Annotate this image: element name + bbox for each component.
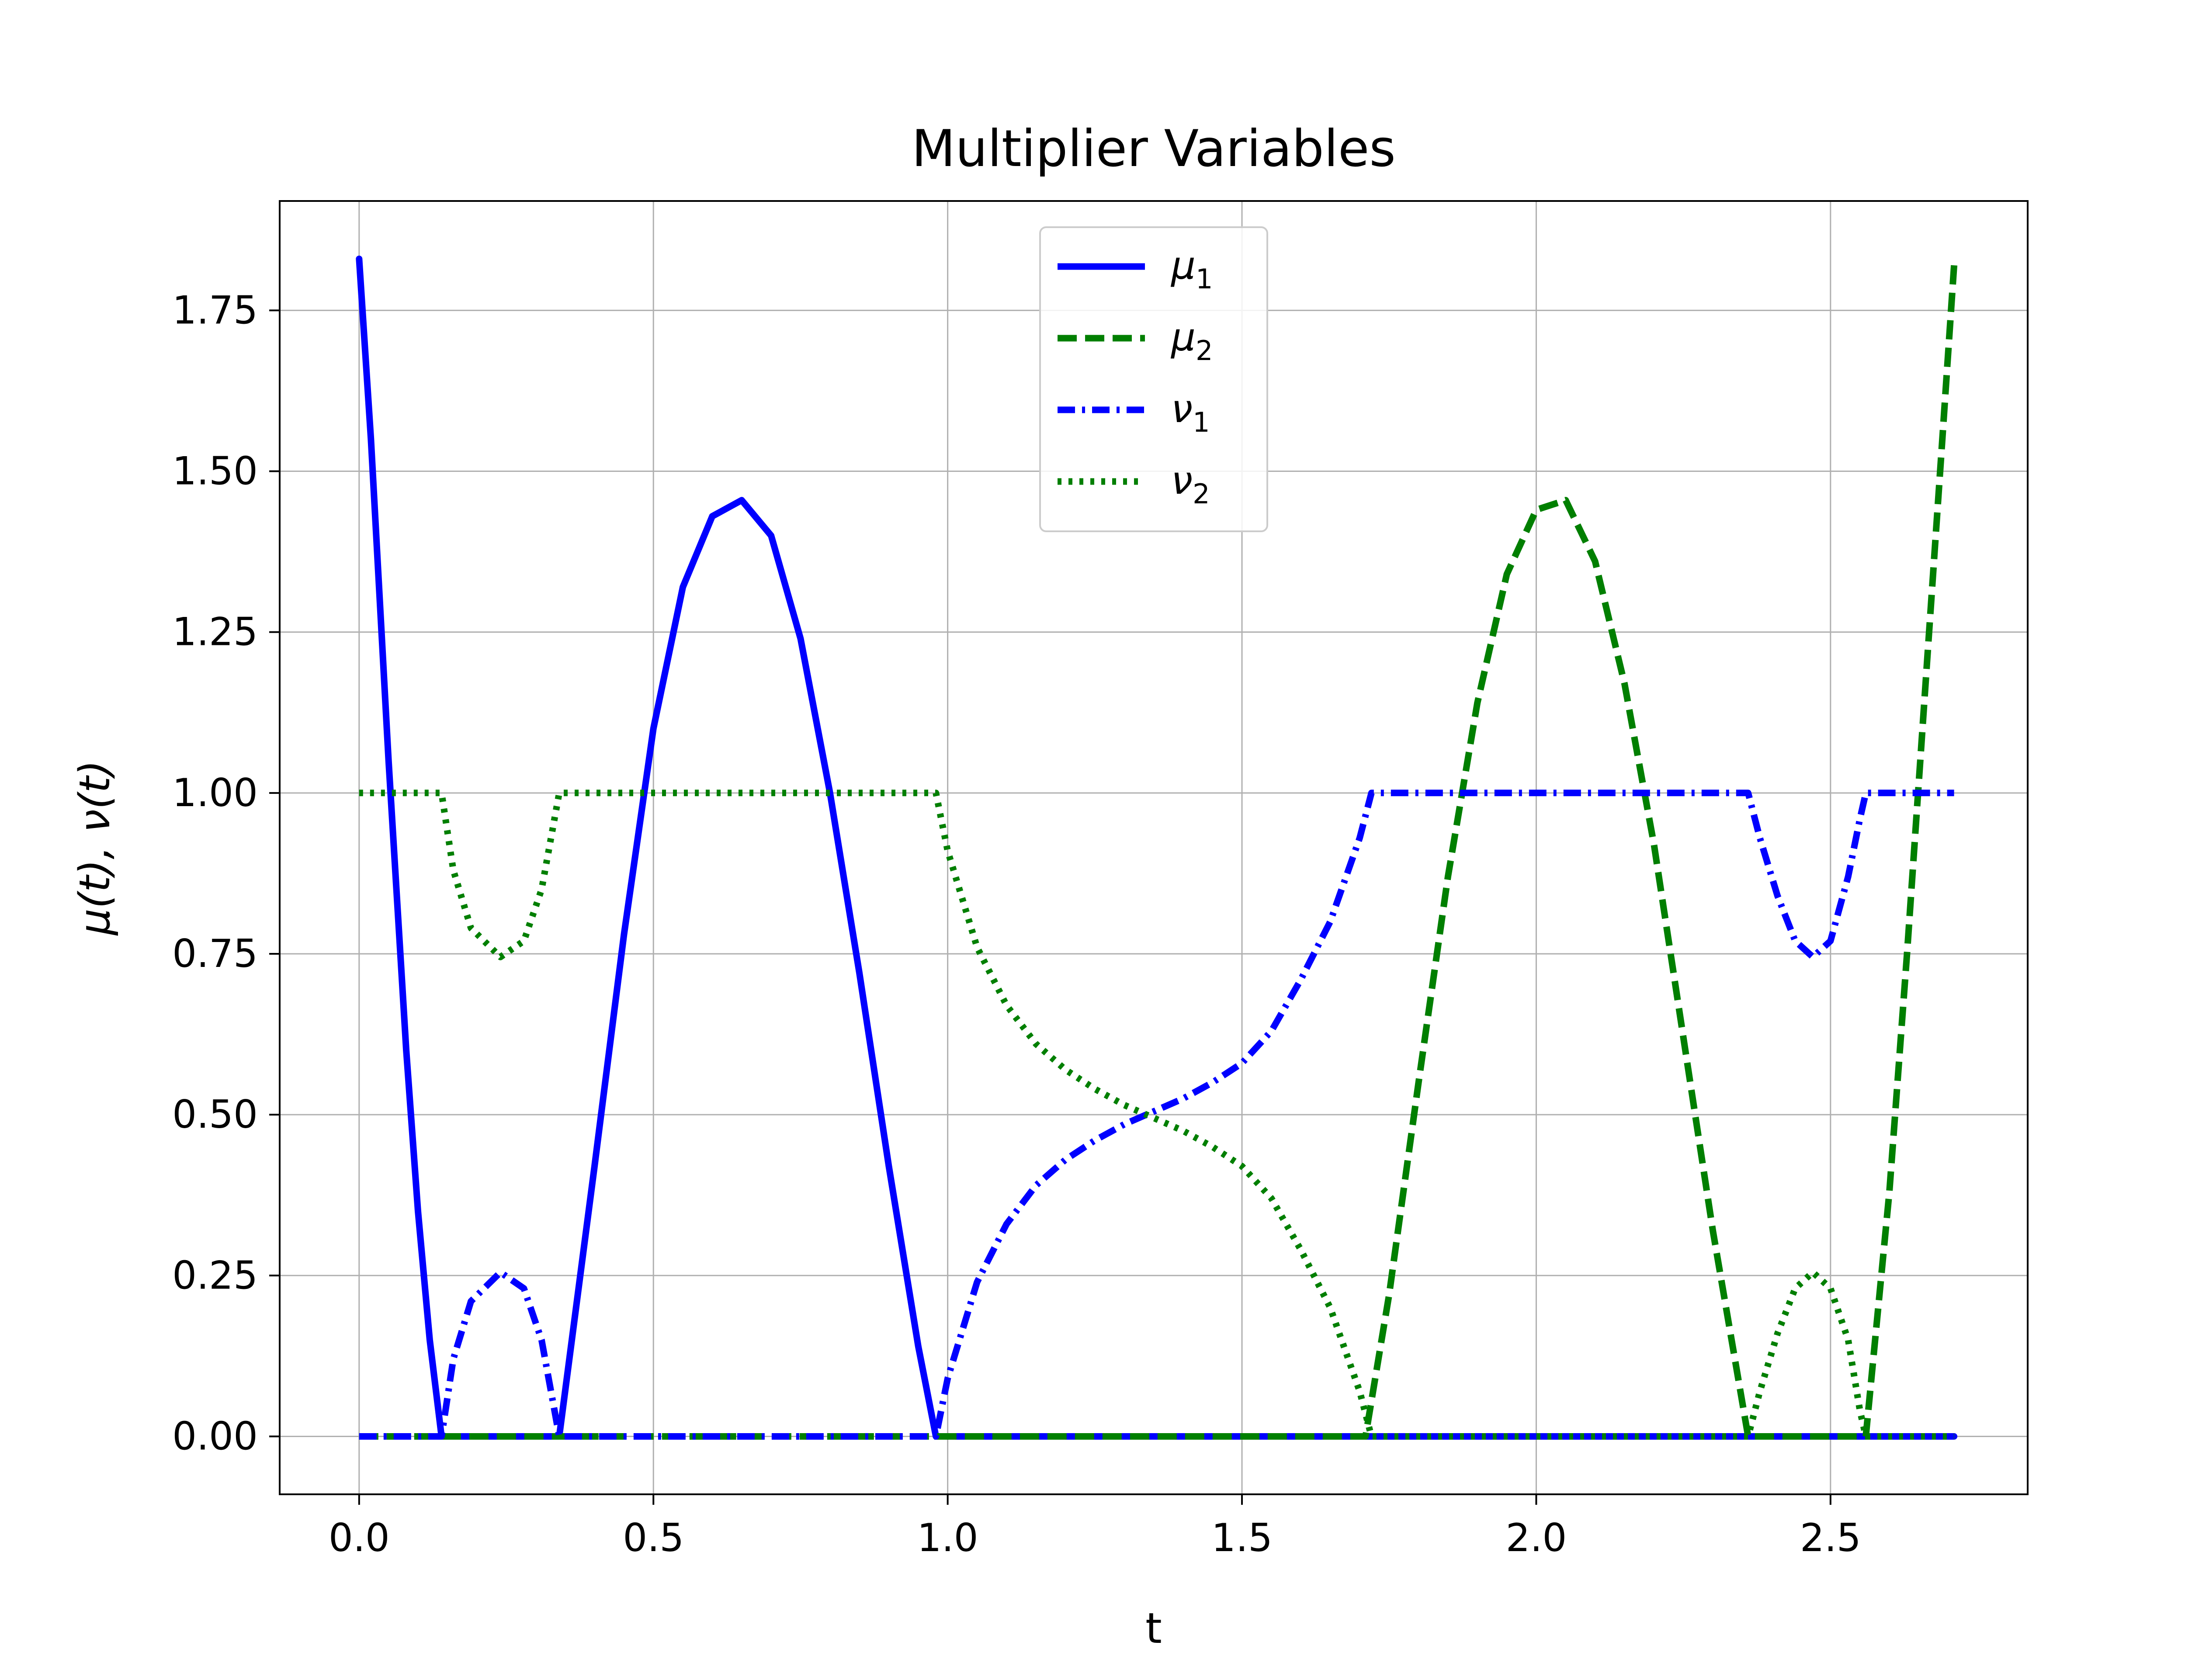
x-tick-label: 0.5	[623, 1515, 684, 1560]
y-tick-label: 1.50	[172, 449, 258, 494]
x-axis-label: t	[1145, 1604, 1162, 1653]
y-tick-label: 1.25	[172, 610, 258, 655]
series-line-mu2	[359, 265, 1958, 1440]
plot-frame	[279, 200, 2029, 1495]
series-line-mu1	[356, 256, 1958, 1440]
legend-label-base: ν	[1171, 458, 1193, 503]
legend-label: μ2	[1170, 315, 1213, 367]
y-tick-label: 1.75	[172, 288, 258, 333]
legend-label-subscript: 1	[1193, 406, 1210, 438]
chart-title: Multiplier Variables	[912, 119, 1396, 178]
series-line-nu1	[359, 790, 1954, 1440]
y-tick-label: 0.75	[172, 931, 258, 976]
legend-label-base: ν	[1171, 386, 1193, 431]
y-tick-label: 0.00	[172, 1413, 258, 1458]
axis-ticks: 0.0 0.5 1.0 1.5 2.0 2.5 0.00 0.25 0.50 0.75 1.00 1.…	[172, 288, 1861, 1560]
plot-lines	[356, 256, 1958, 1440]
y-tick-label: 0.50	[172, 1092, 258, 1137]
legend-label-subscript: 2	[1196, 335, 1213, 367]
x-tick-label: 1.0	[917, 1515, 978, 1560]
legend-frame	[1039, 226, 1268, 532]
y-tick-label: 1.00	[172, 770, 258, 815]
x-tick-label: 1.5	[1211, 1515, 1273, 1560]
legend-label-base: μ	[1170, 315, 1196, 360]
x-tick-label: 0.0	[329, 1515, 390, 1560]
series-line-nu2	[359, 790, 1954, 1440]
legend-label-subscript: 2	[1193, 478, 1210, 510]
x-tick-label: 2.5	[1800, 1515, 1861, 1560]
legend-label-subscript: 1	[1196, 263, 1213, 295]
legend-label: ν2	[1171, 458, 1210, 510]
x-tick-label: 2.0	[1505, 1515, 1567, 1560]
legend-label: ν1	[1171, 386, 1210, 438]
y-axis-label: μ(t), ν(t)	[70, 760, 119, 936]
legend-label: μ1	[1170, 243, 1213, 295]
legend-label-base: μ	[1170, 243, 1196, 288]
y-tick-label: 0.25	[172, 1253, 258, 1298]
